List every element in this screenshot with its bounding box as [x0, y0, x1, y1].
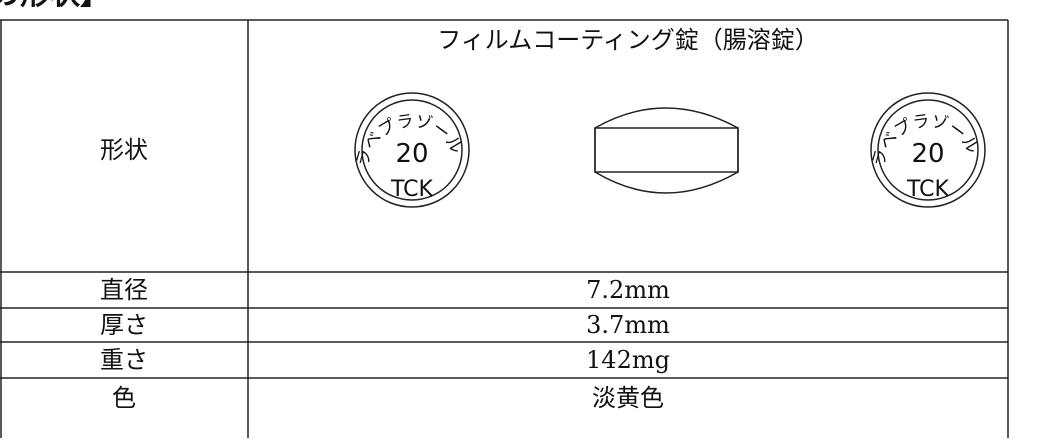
imprint-maker: TCK [906, 177, 950, 202]
row-value: 142mg [586, 346, 670, 374]
imprint-maker: TCK [390, 177, 434, 202]
shape-label: 形状 [100, 136, 148, 164]
row-value: 7.2mm [586, 276, 670, 304]
row-label: 重さ [100, 346, 148, 374]
row-label: 厚さ [100, 311, 148, 339]
row-label: 直径 [100, 276, 148, 304]
table-rows: 直径 7.2mm 厚さ 3.7mm 重さ 142mg 色 淡黄色 [100, 276, 670, 412]
table-grid [0, 19, 1009, 438]
imprint-strength: 20 [395, 139, 428, 169]
tablet-bottom-view [870, 92, 986, 208]
tablet-top-view [354, 92, 470, 208]
row-label: 色 [112, 384, 136, 412]
dosage-form: フィルムコーティング錠（腸溶錠） [437, 26, 819, 54]
row-value: 淡黄色 [592, 384, 664, 412]
imprint-strength: 20 [911, 139, 944, 169]
tablet-side-view [594, 107, 739, 194]
row-value: 3.7mm [586, 311, 670, 339]
section-title: の形状】 [0, 0, 110, 12]
